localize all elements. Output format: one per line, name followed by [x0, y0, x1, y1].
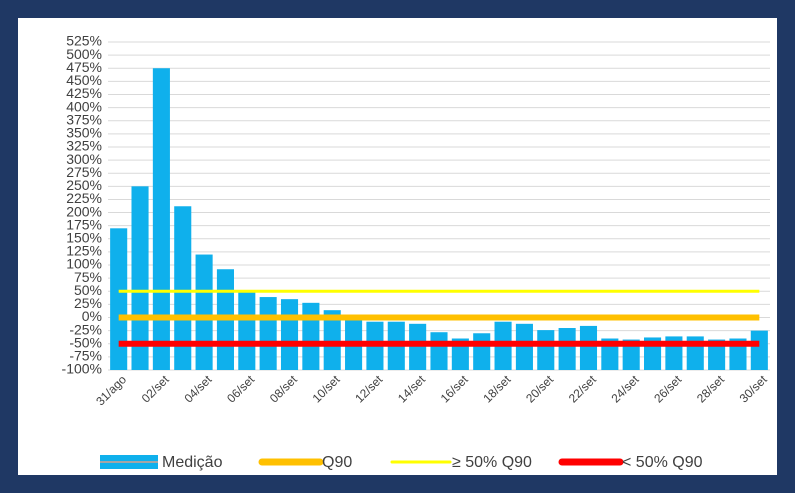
bar — [473, 333, 491, 370]
legend-label: ≥ 50% Q90 — [452, 454, 532, 471]
y-tick-label: 100% — [66, 256, 102, 272]
bar — [579, 325, 598, 370]
bar — [430, 332, 448, 370]
bar — [622, 339, 640, 370]
y-tick-label: 350% — [66, 125, 102, 141]
y-tick-label: 400% — [66, 98, 102, 114]
bar — [750, 330, 768, 370]
legend-label: Q90 — [322, 454, 352, 471]
bar — [131, 186, 149, 370]
y-tick-label: -75% — [69, 348, 102, 364]
y-tick-label: 525% — [66, 33, 102, 49]
y-tick-label: -100% — [62, 361, 102, 377]
bar — [708, 339, 726, 370]
y-tick-label: 325% — [66, 138, 102, 154]
bar — [558, 328, 576, 370]
bar — [302, 302, 320, 370]
y-tick-label: -50% — [69, 334, 102, 350]
bar — [259, 297, 277, 370]
y-tick-label: 300% — [66, 151, 102, 167]
y-tick-label: 475% — [66, 59, 102, 75]
bar — [174, 206, 192, 370]
y-tick-label: 450% — [66, 72, 102, 88]
bar — [110, 228, 128, 370]
y-tick-label: 275% — [66, 164, 102, 180]
bar — [195, 254, 213, 370]
y-tick-label: 50% — [74, 282, 102, 298]
y-tick-label: 200% — [66, 203, 102, 219]
y-tick-label: -25% — [69, 321, 102, 337]
bar — [238, 290, 256, 370]
bar — [323, 310, 341, 370]
legend-label: Medição — [162, 454, 223, 471]
bar — [409, 323, 427, 370]
y-tick-label: 150% — [66, 230, 102, 246]
bar — [152, 68, 170, 371]
y-tick-label: 225% — [66, 190, 102, 206]
y-tick-label: 125% — [66, 243, 102, 259]
y-tick-label: 250% — [66, 177, 102, 193]
legend-label: < 50% Q90 — [622, 454, 703, 471]
y-tick-label: 500% — [66, 46, 102, 62]
y-tick-label: 425% — [66, 85, 102, 101]
y-tick-label: 175% — [66, 216, 102, 232]
y-tick-label: 375% — [66, 111, 102, 127]
bar — [280, 299, 299, 370]
bar — [515, 323, 533, 370]
bar — [537, 330, 555, 370]
y-tick-label: 75% — [74, 269, 102, 285]
y-tick-label: 25% — [74, 295, 102, 311]
y-tick-label: 0% — [82, 308, 102, 324]
